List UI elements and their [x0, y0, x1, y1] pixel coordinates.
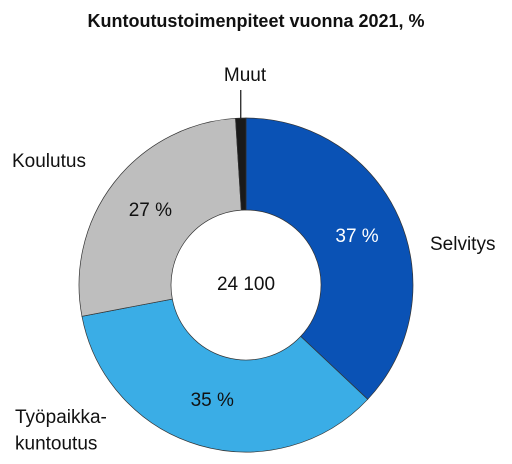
donut-slice — [245, 117, 414, 400]
value-label: 37 % — [335, 226, 378, 247]
value-label: 35 % — [191, 390, 234, 411]
category-label: Työpaikka-kuntoutus — [15, 407, 107, 455]
chart-title: Kuntoutustoimenpiteet vuonna 2021, % — [87, 11, 424, 31]
value-label: 27 % — [129, 200, 172, 221]
center-label: 24 100 — [217, 274, 275, 295]
category-label: Koulutus — [12, 151, 86, 172]
category-label: Muut — [224, 65, 267, 86]
category-label: Selvitys — [430, 234, 495, 255]
donut-slice — [78, 117, 242, 317]
donut-slice — [235, 117, 247, 211]
donut-slice — [81, 298, 369, 453]
